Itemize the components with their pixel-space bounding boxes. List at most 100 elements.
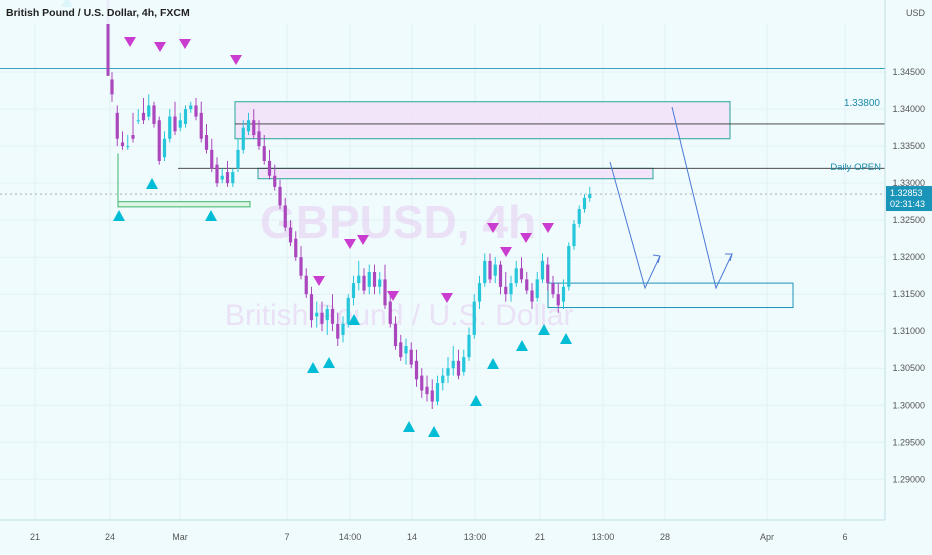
candle	[278, 186, 282, 206]
candle	[556, 294, 560, 306]
candle	[493, 264, 497, 276]
fractal-up-marker	[323, 357, 335, 368]
time-ticks: 21 24 Mar 7 14:00 14 13:00 21 13:00 28 Apr 6	[30, 532, 848, 542]
candle	[320, 312, 324, 324]
candle	[325, 309, 329, 321]
price-tick-label: 1.31000	[892, 326, 925, 336]
candle	[540, 260, 545, 280]
time-tick-label: 21	[535, 532, 545, 542]
markers	[61, 0, 572, 437]
candle	[309, 294, 314, 321]
fractal-down-marker	[542, 223, 554, 233]
fractal-down-marker	[387, 291, 399, 301]
candle	[388, 301, 392, 324]
time-tick-label: 24	[105, 532, 115, 542]
fractal-down-marker	[441, 293, 453, 303]
candle	[514, 268, 518, 284]
candle	[472, 301, 476, 335]
candle	[551, 283, 555, 295]
grid	[0, 24, 885, 520]
time-tick-label: 21	[30, 532, 40, 542]
candle	[330, 309, 335, 324]
candle	[141, 112, 146, 121]
title-background	[0, 0, 885, 24]
candle	[115, 112, 119, 139]
watermark-subtitle: British Pound / U.S. Dollar	[225, 299, 573, 332]
projection-arrowhead	[725, 253, 733, 262]
level-label: 1.33800	[844, 98, 881, 109]
fractal-down-marker	[154, 42, 166, 52]
fractal-down-marker	[500, 247, 512, 257]
fractal-up-marker	[538, 324, 550, 335]
time-tick-label: 14:00	[339, 532, 362, 542]
fractal-up-marker	[348, 314, 360, 325]
candle	[215, 164, 219, 184]
candle	[488, 260, 492, 280]
fractal-up-marker	[470, 395, 482, 406]
candle	[341, 323, 345, 335]
candle	[173, 116, 177, 132]
candle	[346, 297, 350, 324]
candle	[582, 197, 587, 210]
time-tick-label: 13:00	[464, 532, 487, 542]
candle	[462, 357, 466, 372]
resistance-zone	[234, 101, 731, 140]
time-axis[interactable]: 21 24 Mar 7 14:00 14 13:00 21 13:00 28 Apr 6	[0, 519, 932, 550]
price-axis[interactable]: USD 1.345001.340001.335001.330001.325001…	[884, 0, 932, 520]
candle	[225, 172, 230, 184]
candle	[509, 283, 513, 295]
fractal-down-marker	[313, 276, 325, 286]
price-tick-label: 1.32500	[892, 215, 925, 225]
fractal-down-marker	[357, 235, 369, 245]
fractal-up-marker	[428, 426, 440, 437]
projection-path	[609, 161, 661, 290]
candle	[336, 323, 340, 339]
price-tick-label: 1.34000	[892, 104, 925, 114]
candle	[194, 105, 198, 117]
fractal-up-marker	[146, 178, 158, 189]
candle	[168, 116, 172, 139]
candle	[178, 120, 182, 128]
candle	[246, 120, 251, 132]
candle	[546, 264, 550, 284]
time-tick-label: 28	[660, 532, 670, 542]
daily-open-label: Daily OPEN	[830, 162, 881, 173]
candle	[351, 283, 356, 298]
projection-path	[671, 106, 733, 290]
candle	[420, 375, 424, 391]
countdown-value: 02:31:43	[890, 199, 925, 209]
price-tick-label: 1.29500	[892, 437, 925, 447]
candle	[425, 386, 429, 395]
fractal-up-marker	[560, 333, 572, 344]
candle	[456, 360, 461, 376]
candle	[483, 260, 487, 284]
candle	[147, 105, 151, 117]
fractal-down-marker	[520, 233, 532, 243]
time-tick-label: Mar	[172, 532, 188, 542]
price-tick-label: 1.30500	[892, 363, 925, 373]
fractal-down-marker	[179, 39, 191, 49]
candle	[267, 160, 272, 176]
price-tick-label: 1.33500	[892, 141, 925, 151]
price-ticks: 1.34500 1.34000 1.33500 1.33000 1.32500 1.320…	[892, 67, 925, 484]
candle	[362, 275, 366, 291]
price-tick-label: 1.32000	[892, 252, 925, 262]
candle	[199, 112, 203, 139]
candle	[183, 109, 188, 124]
time-tick-label: 7	[284, 532, 289, 542]
support-zone	[547, 282, 794, 309]
price-tick-label: 1.33000	[892, 178, 925, 188]
fractal-down-marker	[344, 239, 356, 249]
time-tick-label: 14	[407, 532, 417, 542]
candle	[304, 275, 308, 295]
candle	[299, 257, 303, 276]
candle	[220, 175, 224, 180]
fractal-up-marker	[113, 210, 125, 221]
fractal-down-marker	[487, 223, 499, 233]
projections	[609, 106, 733, 290]
candle	[110, 79, 114, 95]
candle	[288, 227, 293, 243]
candle	[204, 135, 209, 150]
candle	[252, 120, 256, 136]
candle	[535, 279, 539, 298]
